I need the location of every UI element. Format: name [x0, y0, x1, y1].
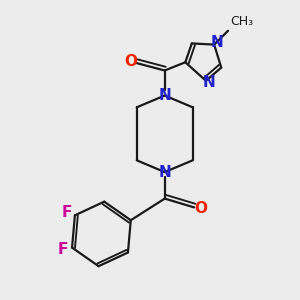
Text: N: N: [210, 35, 223, 50]
Text: N: N: [158, 88, 171, 103]
Text: CH₃: CH₃: [230, 15, 254, 28]
Text: F: F: [58, 242, 68, 257]
Text: O: O: [194, 201, 207, 216]
Text: F: F: [61, 206, 72, 220]
Text: O: O: [124, 54, 137, 69]
Text: N: N: [202, 75, 215, 90]
Text: N: N: [158, 165, 171, 180]
